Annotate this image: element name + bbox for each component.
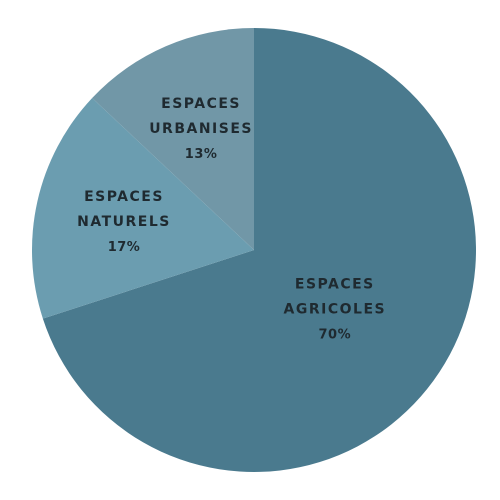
slice-label-urbanises: ESPACES URBANISES 13% <box>149 96 253 162</box>
slice-name-label: ESPACES <box>84 189 164 205</box>
pie-slice-agricoles <box>42 28 477 472</box>
slice-label-agricoles: ESPACES AGRICOLES 70% <box>284 277 387 343</box>
slice-name-label: AGRICOLES <box>284 302 387 318</box>
slice-name-label: NATURELS <box>77 214 171 230</box>
slice-value-label: 70% <box>319 328 352 343</box>
slice-name-label: ESPACES <box>295 277 375 293</box>
slice-name-label: URBANISES <box>149 121 253 137</box>
pie-slice-naturels <box>32 98 255 319</box>
pie-slice-urbanises <box>92 28 254 250</box>
slice-name-label: ESPACES <box>161 96 241 112</box>
slice-label-naturels: ESPACES NATURELS 17% <box>77 189 171 255</box>
slice-value-label: 17% <box>108 240 141 255</box>
slice-value-label: 13% <box>185 147 218 162</box>
